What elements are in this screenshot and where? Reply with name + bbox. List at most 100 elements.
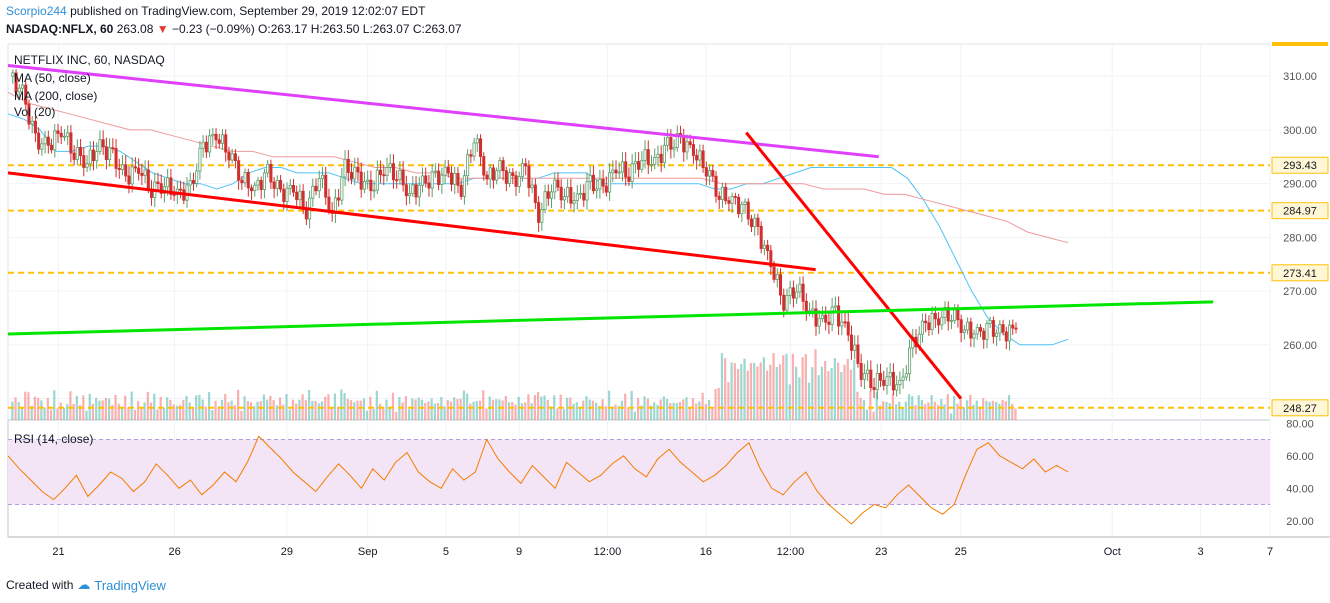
rsi-pane — [7, 435, 1270, 525]
volume-bar — [182, 399, 185, 420]
tradingview-logo-icon[interactable]: ☁ — [77, 577, 91, 592]
candle-body — [456, 173, 460, 186]
volume-bar — [75, 395, 78, 420]
candle-body — [201, 141, 205, 149]
horizontal-levels — [8, 164, 1270, 409]
candle-body — [991, 320, 995, 337]
candle-body — [978, 327, 983, 332]
price-axis[interactable]: 293.43 284.97 273.41 248.27 260.00 270.00 280.… — [1271, 42, 1329, 528]
volume-bar — [178, 405, 182, 420]
volume-bar — [766, 370, 769, 420]
volume-bar — [98, 400, 101, 420]
candle-body — [1001, 324, 1005, 333]
volume-bar — [143, 402, 146, 420]
candle-body — [79, 146, 83, 156]
candle-body — [146, 169, 150, 190]
volume-bar — [240, 410, 243, 420]
candle-body — [675, 133, 679, 148]
candle-body — [604, 185, 608, 193]
volume-bar — [191, 407, 195, 420]
trendline-red-downtrend[interactable] — [745, 131, 962, 400]
volume-bar — [66, 404, 69, 420]
candle-body — [940, 316, 944, 326]
candle-body — [669, 137, 673, 150]
volume-bar — [956, 403, 959, 420]
volume-bar — [836, 362, 840, 420]
volume-bar — [817, 375, 820, 420]
volume-bar — [411, 398, 414, 420]
candle-body — [237, 160, 241, 181]
candle-body — [404, 184, 408, 197]
trendline-channel-top[interactable] — [7, 63, 879, 159]
level-label-box — [1271, 202, 1329, 220]
candle-body — [549, 191, 554, 199]
candle-body — [711, 170, 715, 177]
candle-body — [272, 181, 276, 189]
candle-body — [801, 283, 805, 302]
candle-body — [830, 306, 834, 325]
candle-body — [88, 149, 92, 165]
candle-body — [766, 244, 770, 252]
trendlines[interactable] — [7, 63, 1214, 400]
candle-body — [785, 295, 789, 311]
volume-bar — [401, 402, 404, 420]
volume-bar — [856, 391, 859, 420]
candle-body — [840, 321, 844, 327]
volume-bar — [453, 397, 456, 420]
candle-body — [688, 141, 692, 145]
tradingview-brand[interactable]: TradingView — [94, 577, 166, 593]
candle-body — [140, 172, 144, 176]
candle-body — [633, 161, 637, 165]
candle-body — [969, 321, 973, 339]
volume-bar — [865, 409, 869, 420]
candle-body — [349, 172, 354, 180]
volume-bar — [324, 396, 327, 420]
volume-bar — [188, 402, 191, 420]
candle-body — [217, 139, 221, 144]
candle-body — [769, 250, 773, 268]
candle-body — [317, 178, 321, 192]
volume-bar — [904, 401, 907, 420]
time-tick-label: Oct — [1104, 546, 1121, 558]
volume-bar — [195, 395, 198, 420]
volume-bar — [466, 393, 469, 420]
candle-body — [849, 334, 854, 351]
volume-bar — [756, 366, 759, 420]
volume-bar — [337, 406, 340, 420]
candle-body — [43, 136, 47, 145]
volume-bar — [498, 399, 501, 420]
volume-bar — [601, 399, 604, 420]
volume-bar — [320, 401, 324, 420]
volume-bar — [733, 363, 736, 420]
volume-bar — [611, 406, 614, 420]
volume-bar — [346, 398, 349, 420]
volume-bar — [385, 399, 388, 420]
candle-body — [1008, 324, 1012, 342]
volume-bar — [530, 403, 533, 420]
volume-bar — [717, 387, 720, 420]
author-name[interactable]: Scorpio244 — [6, 4, 67, 18]
down-arrow-icon: ▼ — [156, 22, 169, 36]
volume-bar — [975, 400, 978, 420]
trendline-red-channel-bottom[interactable] — [7, 171, 816, 272]
volume-bar — [872, 411, 875, 420]
volume-bar — [91, 403, 95, 420]
volume-bar — [743, 358, 746, 420]
candle-body — [730, 196, 734, 204]
trendline-green-support[interactable] — [7, 300, 1214, 336]
candle-body — [527, 165, 531, 189]
volume-bar — [417, 397, 420, 420]
volume-bar — [40, 400, 43, 420]
candle-body — [372, 189, 376, 192]
candle-body — [485, 174, 489, 180]
time-axis[interactable]: 21 26 29 Sep 5 9 12:00 16 12:00 23 25 Oct 3 7 — [8, 536, 1330, 558]
candle-body — [975, 327, 979, 335]
volume-bar — [24, 391, 27, 420]
volume-bar — [953, 396, 956, 420]
volume-bar — [495, 399, 498, 420]
price-tick-label: 290.00 — [1283, 179, 1317, 191]
candle-body — [953, 309, 957, 321]
volume-bar — [933, 401, 936, 420]
candle-body — [124, 164, 128, 177]
